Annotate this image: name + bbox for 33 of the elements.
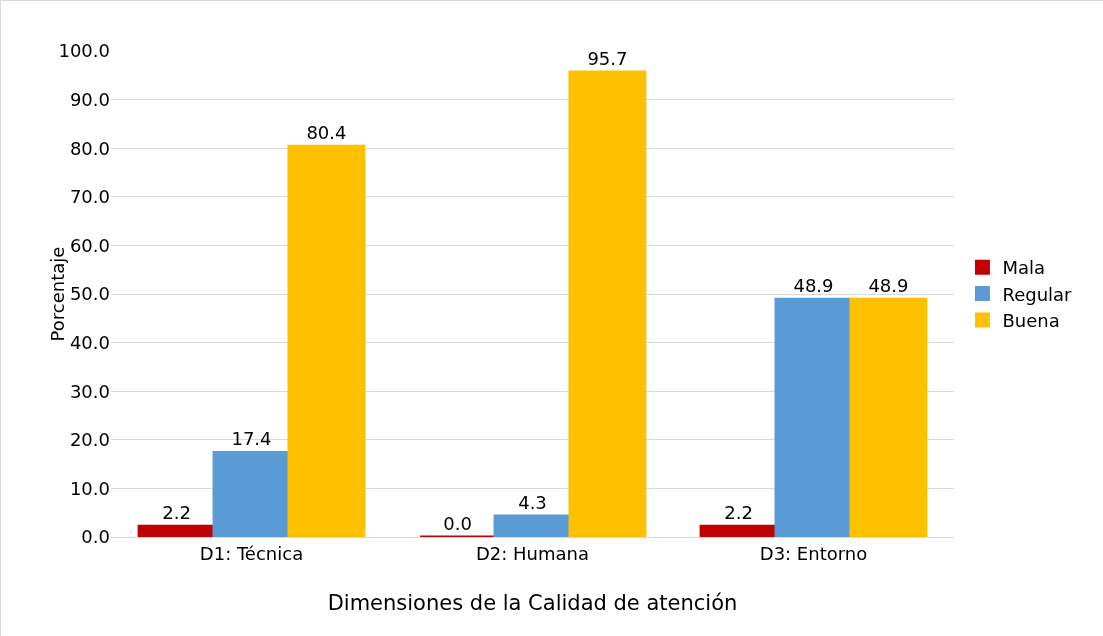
- legend-label: Buena: [1002, 310, 1060, 332]
- bar: [699, 524, 778, 537]
- y-tick-label: 50.0: [69, 283, 110, 305]
- y-tick-label: 80.0: [69, 137, 110, 159]
- x-tick-label: D2: Humana: [475, 542, 590, 564]
- legend-label: Regular: [1002, 283, 1073, 305]
- y-axis-title: Porcentaje: [46, 246, 68, 342]
- data-label: 95.7: [587, 47, 628, 69]
- x-tick-label: D3: Entorno: [759, 542, 868, 564]
- data-label: 0.0: [443, 513, 472, 534]
- y-tick-label: 90.0: [69, 88, 110, 110]
- data-label: 2.2: [724, 502, 753, 524]
- legend-label: Mala: [1002, 257, 1046, 279]
- bar: [137, 524, 216, 537]
- data-label: 4.3: [518, 492, 547, 514]
- y-tick-label: 100.0: [58, 40, 110, 62]
- y-tick-label: 40.0: [69, 331, 110, 353]
- data-label: 48.9: [868, 275, 909, 297]
- bar: [287, 144, 366, 537]
- data-label: 80.4: [306, 122, 347, 144]
- y-tick-label: 30.0: [69, 380, 110, 402]
- y-tick-label: 10.0: [69, 477, 110, 499]
- y-tick-label: 70.0: [69, 186, 110, 208]
- bar: [568, 70, 647, 537]
- bar: [849, 297, 928, 537]
- y-tick-label: 0.0: [81, 526, 110, 548]
- data-label: 48.9: [793, 275, 834, 297]
- data-label: 17.4: [231, 428, 272, 450]
- x-axis-title: Dimensiones de la Calidad de atención: [327, 591, 738, 615]
- y-tick-label: 20.0: [69, 429, 110, 451]
- y-tick-label: 60.0: [69, 234, 110, 256]
- data-label: 2.2: [162, 502, 191, 524]
- x-tick-label: D1: Técnica: [199, 542, 304, 564]
